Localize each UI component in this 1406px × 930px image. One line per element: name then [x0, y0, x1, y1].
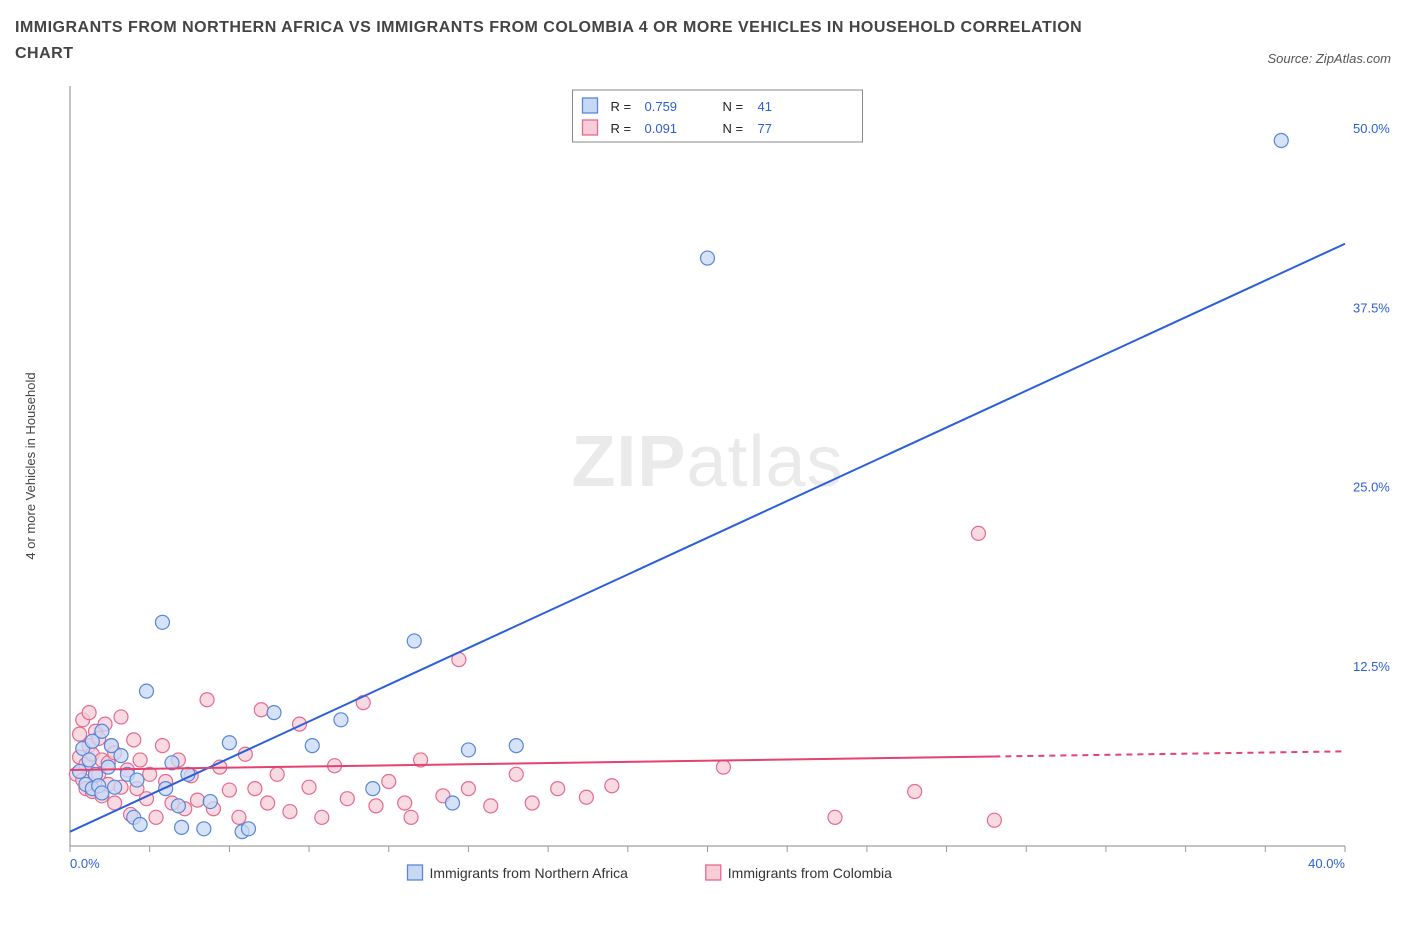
data-point [203, 795, 217, 809]
data-point [267, 706, 281, 720]
legend-r-label: R = [611, 121, 632, 136]
data-point [95, 724, 109, 738]
data-point [191, 793, 205, 807]
data-point [222, 736, 236, 750]
data-point [509, 767, 523, 781]
data-point [315, 811, 329, 825]
legend-n-label: N = [723, 99, 744, 114]
series-swatch [408, 865, 423, 880]
chart-title: IMMIGRANTS FROM NORTHERN AFRICA VS IMMIG… [15, 15, 1115, 66]
data-point [155, 615, 169, 629]
y-tick-label: 12.5% [1353, 659, 1390, 674]
legend-n-value: 77 [758, 121, 772, 136]
legend-n-value: 41 [758, 99, 772, 114]
svg-text:ZIPatlas: ZIPatlas [571, 422, 843, 502]
legend-swatch [583, 98, 598, 113]
data-point [171, 799, 185, 813]
x-tick-label: 0.0% [70, 856, 100, 871]
data-point [130, 773, 144, 787]
data-point [334, 713, 348, 727]
data-point [509, 739, 523, 753]
data-point [579, 790, 593, 804]
data-point [971, 527, 985, 541]
data-point [382, 775, 396, 789]
data-point [73, 765, 87, 779]
series-label: Immigrants from Northern Africa [430, 865, 629, 881]
series-label: Immigrants from Colombia [728, 865, 892, 881]
data-point [484, 799, 498, 813]
y-tick-label: 37.5% [1353, 300, 1390, 315]
data-point [369, 799, 383, 813]
data-point [200, 693, 214, 707]
data-point [1274, 134, 1288, 148]
data-point [605, 779, 619, 793]
data-point [82, 753, 96, 767]
legend-r-label: R = [611, 99, 632, 114]
data-point [461, 782, 475, 796]
data-point [175, 821, 189, 835]
trend-line-dashed [994, 752, 1345, 757]
data-point [446, 796, 460, 810]
data-point [222, 783, 236, 797]
data-point [366, 782, 380, 796]
data-point [127, 733, 141, 747]
data-point [82, 706, 96, 720]
data-point [398, 796, 412, 810]
data-point [149, 811, 163, 825]
legend-r-value: 0.759 [645, 99, 678, 114]
data-point [140, 684, 154, 698]
data-point [197, 822, 211, 836]
data-point [305, 739, 319, 753]
data-point [242, 822, 256, 836]
data-point [114, 710, 128, 724]
data-point [270, 767, 284, 781]
data-point [987, 813, 1001, 827]
data-point [525, 796, 539, 810]
y-tick-label: 50.0% [1353, 121, 1390, 136]
data-point [716, 760, 730, 774]
data-point [95, 786, 109, 800]
data-point [908, 785, 922, 799]
data-point [101, 760, 115, 774]
scatter-chart: ZIPatlas 0.0% 40.0% 12.5% 25.0% 37.5% 50.0% 4 o… [15, 76, 1391, 906]
legend-r-value: 0.091 [645, 121, 678, 136]
data-point [701, 251, 715, 265]
data-point [302, 780, 316, 794]
data-point [248, 782, 262, 796]
data-point [261, 796, 275, 810]
data-point [407, 634, 421, 648]
trend-line [70, 757, 994, 771]
legend-swatch [583, 120, 598, 135]
data-point [254, 703, 268, 717]
data-point [108, 780, 122, 794]
series-swatch [706, 865, 721, 880]
data-point [133, 818, 147, 832]
data-point [404, 811, 418, 825]
legend-n-label: N = [723, 121, 744, 136]
data-point [283, 805, 297, 819]
y-axis-label: 4 or more Vehicles in Household [23, 373, 38, 560]
x-tick-label: 40.0% [1308, 856, 1345, 871]
data-point [461, 743, 475, 757]
data-point [133, 753, 147, 767]
trend-line [70, 244, 1345, 832]
data-point [551, 782, 565, 796]
data-point [114, 749, 128, 763]
data-point [828, 811, 842, 825]
source-credit: Source: ZipAtlas.com [1267, 51, 1391, 66]
data-point [340, 792, 354, 806]
data-point [232, 811, 246, 825]
data-point [73, 727, 87, 741]
y-tick-label: 25.0% [1353, 480, 1390, 495]
data-point [155, 739, 169, 753]
